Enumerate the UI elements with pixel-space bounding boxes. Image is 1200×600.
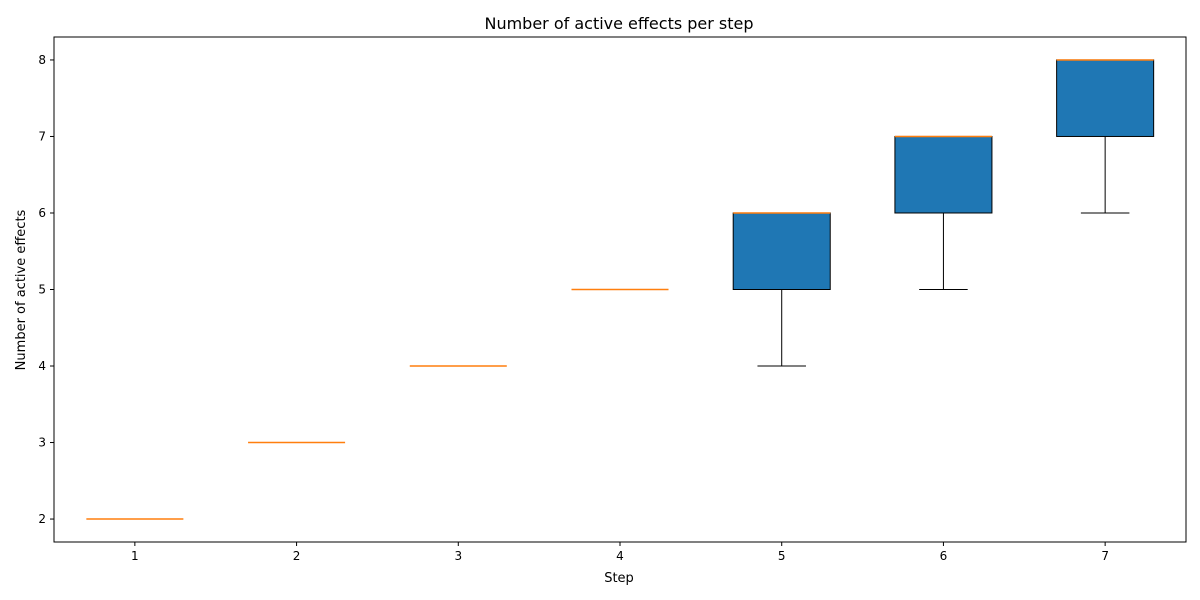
x-tick-label: 6 bbox=[940, 549, 948, 563]
box bbox=[894, 135, 993, 214]
y-axis: 2 3 4 5 6 7 8 bbox=[38, 53, 54, 526]
x-tick-label: 7 bbox=[1101, 549, 1109, 563]
y-tick-label: 5 bbox=[38, 283, 46, 297]
box bbox=[732, 212, 831, 290]
x-tick-label: 4 bbox=[616, 549, 624, 563]
box-step-6 bbox=[894, 135, 993, 290]
y-tick-label: 6 bbox=[38, 206, 46, 220]
box-step-5 bbox=[732, 212, 831, 367]
plot-area bbox=[86, 59, 1155, 520]
x-tick-label: 5 bbox=[778, 549, 786, 563]
x-tick-label: 2 bbox=[293, 549, 301, 563]
chart-title: Number of active effects per step bbox=[484, 14, 753, 33]
y-axis-label: Number of active effects bbox=[14, 209, 29, 370]
x-tick-label: 3 bbox=[454, 549, 462, 563]
box-step-7 bbox=[1056, 59, 1155, 214]
x-axis-label: Step bbox=[604, 571, 634, 586]
y-tick-label: 8 bbox=[38, 53, 46, 67]
y-tick-label: 2 bbox=[38, 512, 46, 526]
y-tick-label: 7 bbox=[38, 129, 46, 143]
x-axis: 1 2 3 4 5 6 7 bbox=[131, 542, 1109, 563]
x-tick-label: 1 bbox=[131, 549, 139, 563]
box bbox=[1056, 59, 1155, 137]
y-tick-label: 4 bbox=[38, 359, 46, 373]
y-tick-label: 3 bbox=[38, 436, 46, 450]
